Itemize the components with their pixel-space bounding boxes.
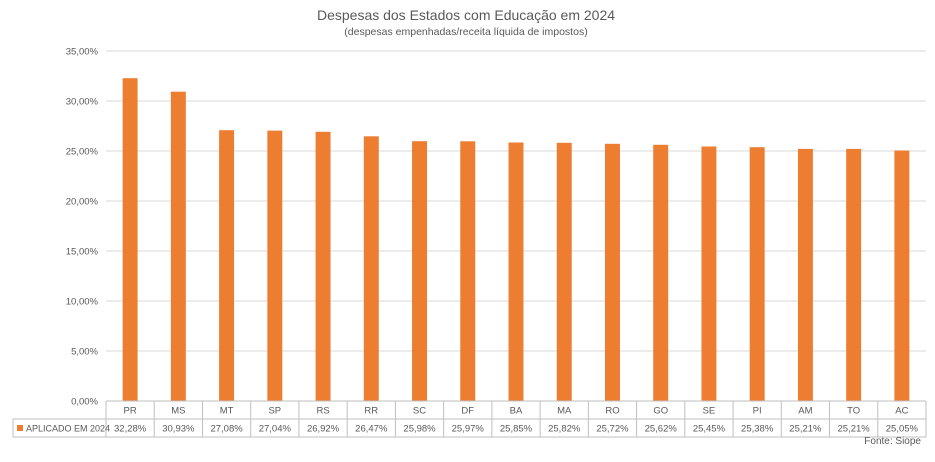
x-category-label: MA — [557, 406, 572, 417]
x-category-label: SE — [703, 406, 716, 417]
data-value-label: 25,62% — [645, 424, 678, 435]
x-category-label: GO — [653, 406, 668, 417]
x-category-label: MT — [220, 406, 234, 417]
x-category-label: TO — [847, 406, 860, 417]
data-value-label: 25,38% — [741, 424, 774, 435]
x-category-label: RO — [605, 406, 619, 417]
y-tick-label: 0,00% — [71, 397, 98, 408]
y-tick-label: 30,00% — [66, 97, 99, 108]
data-value-label: 27,04% — [259, 424, 292, 435]
data-value-label: 27,08% — [210, 424, 243, 435]
legend-series-name: APLICADO EM 2024 — [26, 424, 110, 434]
x-category-label: PI — [753, 406, 762, 417]
x-category-label: DF — [461, 406, 474, 417]
bar — [412, 141, 428, 401]
x-category-label: SP — [268, 406, 281, 417]
y-tick-label: 20,00% — [66, 197, 99, 208]
bar — [315, 131, 331, 402]
bar — [460, 141, 476, 402]
x-category-label: RS — [316, 406, 329, 417]
x-category-label: SC — [413, 406, 426, 417]
bar — [653, 144, 669, 402]
data-value-label: 30,93% — [162, 424, 195, 435]
bar — [749, 147, 765, 401]
chart-subtitle: (despesas empenhadas/receita líquida de … — [344, 26, 587, 38]
data-value-label: 25,21% — [789, 424, 822, 435]
y-tick-label: 5,00% — [71, 347, 98, 358]
bar — [701, 146, 717, 401]
bar — [556, 142, 572, 402]
data-value-label: 25,85% — [500, 424, 533, 435]
y-axis-ticks: 0,00% 5,00% 10,00% 15,00% 20,00% 25,00% 30,00%… — [66, 47, 99, 408]
data-value-label: 25,72% — [596, 424, 629, 435]
bar — [122, 78, 138, 401]
data-value-label: 25,45% — [693, 424, 726, 435]
bars — [122, 78, 910, 402]
bar — [846, 148, 862, 401]
bar — [604, 143, 620, 402]
y-tick-label: 25,00% — [66, 147, 99, 158]
y-tick-label: 35,00% — [66, 47, 99, 58]
y-tick-label: 15,00% — [66, 247, 99, 258]
bar — [170, 91, 186, 401]
data-value-label: 25,98% — [403, 424, 436, 435]
data-value-label: 25,97% — [452, 424, 485, 435]
data-value-label: 26,92% — [307, 424, 340, 435]
bar — [797, 148, 813, 401]
data-value-label: 32,28% — [114, 424, 147, 435]
x-category-label: RR — [364, 406, 378, 417]
data-value-label: 25,82% — [548, 424, 581, 435]
data-value-label: 25,05% — [886, 424, 919, 435]
source-note: Fonte: Siope — [864, 436, 921, 447]
x-category-label: AM — [798, 406, 812, 417]
bar — [894, 150, 910, 401]
x-category-label: PR — [124, 406, 137, 417]
data-value-label: 25,21% — [838, 424, 871, 435]
bar — [363, 136, 379, 402]
bar — [508, 142, 524, 401]
y-tick-label: 10,00% — [66, 297, 99, 308]
x-category-label: AC — [895, 406, 908, 417]
bar — [219, 130, 235, 401]
data-table: PR MS MT SP RS RR SC DF BA MA RO GO SE PI AM TO AC APLICA… — [12, 400, 927, 438]
legend-swatch — [17, 425, 23, 431]
x-category-label: BA — [510, 406, 523, 417]
bar — [267, 130, 283, 401]
data-value-label: 26,47% — [355, 424, 388, 435]
chart-title: Despesas dos Estados com Educação em 202… — [317, 7, 615, 23]
x-category-label: MS — [171, 406, 185, 417]
